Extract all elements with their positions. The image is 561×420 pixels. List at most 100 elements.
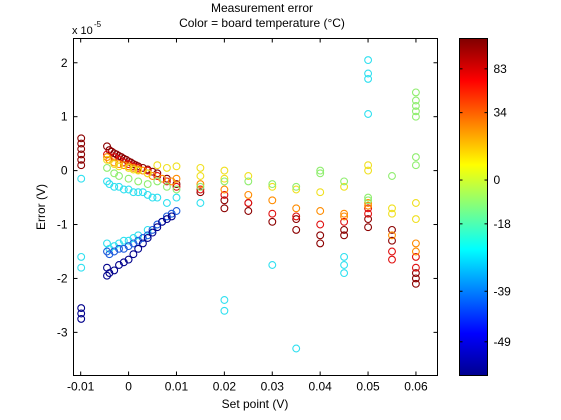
data-point	[388, 204, 396, 213]
x-tick-label: 0.04	[308, 380, 332, 394]
data-point	[196, 199, 205, 207]
data-point	[124, 163, 133, 172]
data-point	[316, 188, 325, 197]
data-point	[268, 182, 277, 191]
data-point	[77, 304, 86, 313]
data-point	[103, 271, 111, 280]
y-tick-label: 2	[61, 56, 68, 70]
data-point	[77, 134, 86, 143]
data-point	[153, 193, 162, 202]
data-point	[244, 199, 253, 207]
data-point	[103, 177, 111, 186]
data-point	[364, 196, 373, 205]
data-point	[364, 166, 373, 175]
data-point	[220, 196, 229, 205]
data-point	[172, 207, 181, 215]
y-axis-ticks: -3 -2 -1 0 1 2	[57, 56, 438, 339]
data-point	[268, 209, 277, 218]
data-point	[172, 182, 181, 191]
data-point	[316, 207, 325, 215]
axes-box	[73, 38, 438, 376]
data-point	[364, 223, 373, 232]
data-point	[364, 204, 373, 213]
data-point	[388, 209, 396, 218]
data-point	[340, 269, 349, 278]
data-point	[220, 296, 229, 304]
data-point	[143, 169, 152, 178]
x-axis-label: Set point (V)	[222, 397, 289, 411]
data-point	[115, 162, 123, 171]
data-point	[340, 225, 349, 234]
data-point	[124, 174, 133, 183]
data-point	[77, 139, 86, 148]
data-point	[411, 199, 420, 207]
data-point	[220, 174, 229, 183]
colorbar-ticks: 83 34 0 -18 -39 -49	[459, 62, 512, 349]
data-point	[340, 182, 349, 191]
y-tick-label: 0	[61, 164, 68, 178]
y-axis-label: Error (V)	[34, 184, 48, 230]
data-point	[364, 161, 373, 170]
data-point	[77, 252, 86, 261]
data-point	[196, 163, 205, 172]
data-point	[364, 201, 373, 210]
data-point	[143, 180, 152, 189]
chart-subtitle: Color = board temperature (°C)	[179, 16, 345, 30]
data-point	[129, 165, 138, 174]
data-point	[220, 190, 229, 199]
data-point	[316, 169, 325, 178]
data-point	[148, 193, 157, 202]
colorbar-tick-label: 0	[494, 173, 501, 187]
data-points	[77, 56, 420, 353]
data-point	[115, 244, 123, 253]
data-point	[364, 193, 373, 202]
data-point	[77, 161, 86, 170]
data-point	[340, 261, 349, 269]
data-point	[244, 177, 253, 186]
data-point	[220, 204, 229, 213]
data-point	[196, 188, 205, 197]
y-multiplier-base: x 10	[72, 25, 93, 37]
data-point	[364, 199, 373, 207]
data-point	[148, 228, 157, 237]
data-point	[103, 163, 111, 172]
data-point	[172, 162, 181, 171]
data-point	[196, 180, 205, 189]
data-point	[340, 231, 349, 240]
data-point	[103, 155, 111, 164]
data-point	[172, 193, 181, 202]
data-point	[143, 166, 152, 175]
data-point	[115, 160, 123, 169]
data-point	[340, 217, 349, 226]
data-point	[388, 255, 396, 264]
data-point	[148, 167, 157, 176]
x-tick-label: 0.05	[356, 380, 380, 394]
data-point	[268, 217, 277, 226]
data-point	[316, 166, 325, 175]
data-point	[244, 172, 253, 180]
data-point	[411, 239, 420, 248]
data-point	[196, 172, 205, 180]
data-point	[110, 182, 119, 191]
colorbar-tick-label: -39	[494, 284, 512, 298]
data-point	[134, 166, 143, 175]
data-point	[220, 166, 229, 175]
data-point	[411, 88, 420, 97]
data-point	[364, 215, 373, 224]
x-tick-label: -0.01	[67, 380, 95, 394]
x-axis-ticks: -0.01 0 0.01 0.02 0.03 0.04 0.05 0.06	[67, 38, 428, 394]
data-point	[172, 185, 181, 194]
data-point	[244, 190, 253, 199]
data-point	[292, 225, 301, 234]
data-point	[153, 177, 162, 186]
data-point	[134, 188, 143, 197]
data-point	[129, 188, 138, 197]
data-point	[162, 182, 171, 191]
chart-title: Measurement error	[211, 1, 313, 15]
data-point	[119, 236, 128, 245]
data-point	[411, 215, 420, 224]
data-point	[388, 236, 396, 245]
y-axis-multiplier: x 10 -5	[72, 20, 102, 37]
data-point	[292, 212, 301, 221]
data-point	[340, 177, 349, 186]
